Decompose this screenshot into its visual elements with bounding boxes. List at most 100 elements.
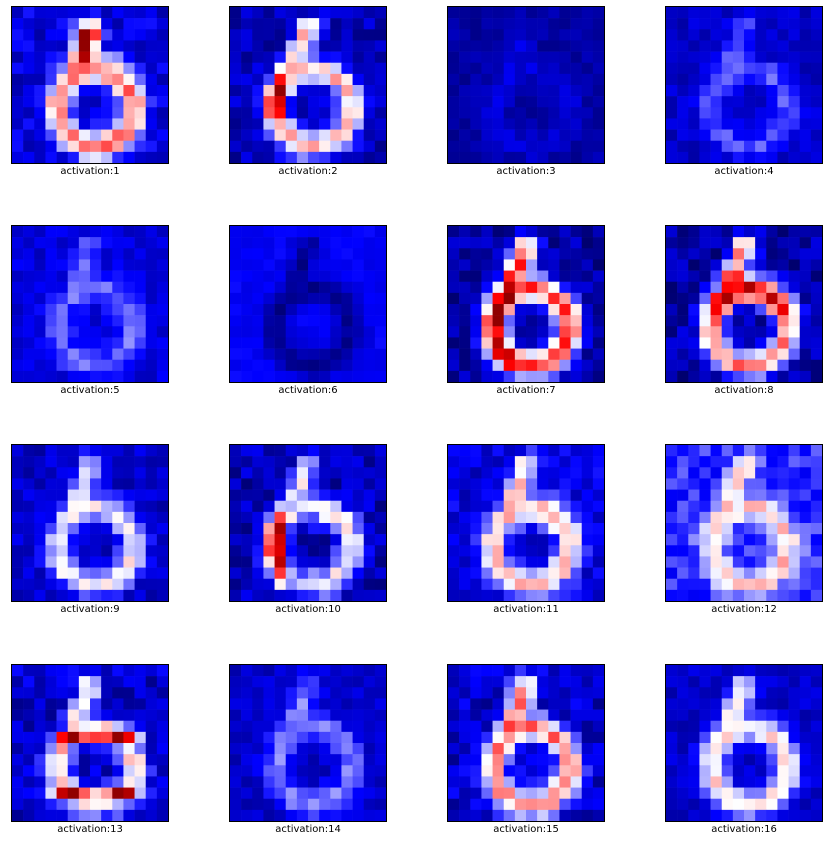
heatmap-cell bbox=[810, 523, 822, 535]
heatmap-cell bbox=[145, 73, 158, 86]
heatmap-cell bbox=[145, 85, 158, 97]
heatmap-cell bbox=[666, 337, 678, 349]
heatmap-cell bbox=[145, 304, 158, 316]
heatmap-cell bbox=[308, 281, 320, 294]
heatmap-cell bbox=[101, 665, 113, 677]
heatmap-cell bbox=[12, 151, 24, 163]
heatmap-cell bbox=[744, 511, 756, 524]
heatmap-cell bbox=[677, 107, 689, 119]
heatmap-cell bbox=[559, 478, 571, 490]
heatmap-cell bbox=[90, 237, 102, 249]
heatmap-cell bbox=[90, 85, 102, 97]
heatmap-cell bbox=[744, 118, 756, 130]
heatmap-cell bbox=[788, 511, 801, 524]
heatmap-cell bbox=[570, 467, 583, 479]
heatmap-cell bbox=[308, 578, 320, 591]
heatmap-cell bbox=[688, 326, 700, 338]
heatmap-cell bbox=[285, 720, 298, 733]
heatmap-cell bbox=[285, 62, 298, 75]
heatmap-cell bbox=[559, 731, 571, 744]
heatmap-cell bbox=[710, 500, 723, 513]
heatmap-cell bbox=[766, 237, 778, 249]
heatmap-cell bbox=[156, 676, 168, 688]
heatmap-cell bbox=[666, 96, 678, 108]
heatmap-cell bbox=[330, 589, 342, 601]
heatmap-cell bbox=[263, 511, 275, 524]
heatmap-cell bbox=[744, 545, 756, 557]
heatmap-cell bbox=[296, 578, 309, 591]
heatmap-cell bbox=[777, 226, 789, 238]
heatmap-cell bbox=[145, 467, 158, 479]
heatmap-cell bbox=[319, 248, 331, 260]
heatmap-cell bbox=[78, 237, 91, 249]
heatmap-cell bbox=[503, 270, 516, 283]
heatmap-cell bbox=[799, 337, 812, 349]
heatmap-cell bbox=[492, 292, 505, 305]
heatmap-cell bbox=[330, 665, 342, 677]
heatmap-cell bbox=[112, 51, 124, 64]
heatmap-cell bbox=[592, 292, 604, 305]
heatmap-cell bbox=[744, 798, 756, 811]
heatmap-cell bbox=[548, 743, 560, 755]
heatmap-cell bbox=[666, 140, 678, 153]
heatmap-cell bbox=[788, 467, 801, 479]
heatmap-cell bbox=[12, 73, 24, 86]
heatmap-cell bbox=[766, 798, 778, 811]
heatmap-cell bbox=[788, 787, 801, 800]
heatmap-cell bbox=[788, 545, 801, 557]
heatmap-cell bbox=[470, 809, 482, 821]
heatmap-cell bbox=[296, 248, 309, 260]
heatmap-cell bbox=[710, 698, 723, 710]
heatmap-cell bbox=[459, 665, 471, 677]
heatmap-cell bbox=[123, 73, 135, 86]
heatmap-cell bbox=[274, 698, 287, 710]
heatmap-cell bbox=[263, 281, 275, 294]
heatmap-cell bbox=[252, 556, 264, 568]
heatmap-cell bbox=[810, 129, 822, 142]
heatmap-cell bbox=[90, 720, 102, 733]
heatmap-cell bbox=[755, 40, 767, 52]
heatmap-cell bbox=[134, 556, 147, 568]
heatmap-cell bbox=[101, 765, 113, 777]
heatmap-cell bbox=[308, 589, 320, 601]
heatmap-cell bbox=[570, 511, 583, 524]
heatmap-cell bbox=[34, 720, 46, 733]
heatmap-cell bbox=[755, 51, 767, 64]
heatmap-cell bbox=[710, 665, 723, 677]
heatmap-cell bbox=[56, 720, 69, 733]
heatmap-cell bbox=[374, 467, 386, 479]
heatmap-cell bbox=[503, 118, 516, 130]
heatmap-cell bbox=[341, 687, 353, 699]
heatmap-cell bbox=[514, 589, 527, 601]
heatmap-cell bbox=[101, 326, 113, 338]
heatmap-cell bbox=[699, 754, 711, 766]
heatmap-cell bbox=[699, 578, 711, 591]
heatmap-cell bbox=[744, 237, 756, 249]
heatmap-cell bbox=[788, 40, 801, 52]
heatmap-cell bbox=[241, 578, 253, 591]
heatmap-cell bbox=[448, 29, 460, 41]
heatmap-cell bbox=[274, 445, 287, 457]
heatmap-svg bbox=[448, 226, 604, 382]
heatmap-cell bbox=[230, 709, 242, 722]
heatmap-cell bbox=[448, 151, 460, 163]
heatmap-cell bbox=[296, 62, 309, 75]
heatmap-cell bbox=[503, 370, 516, 382]
heatmap-cell bbox=[677, 118, 689, 130]
heatmap-cell bbox=[732, 698, 745, 710]
heatmap-cell bbox=[123, 281, 135, 294]
heatmap-cell bbox=[470, 467, 482, 479]
heatmap-cell bbox=[134, 687, 147, 699]
heatmap-cell bbox=[145, 720, 158, 733]
heatmap-cell bbox=[12, 292, 24, 305]
heatmap-cell bbox=[341, 292, 353, 305]
heatmap-cell bbox=[230, 545, 242, 557]
heatmap-cell bbox=[592, 676, 604, 688]
heatmap-cell bbox=[699, 304, 711, 316]
heatmap-cell bbox=[777, 754, 789, 766]
heatmap-cell bbox=[777, 456, 789, 468]
heatmap-cell bbox=[666, 129, 678, 142]
heatmap-cell bbox=[123, 107, 135, 119]
heatmap-cell bbox=[78, 292, 91, 305]
heatmap-cell bbox=[459, 51, 471, 64]
